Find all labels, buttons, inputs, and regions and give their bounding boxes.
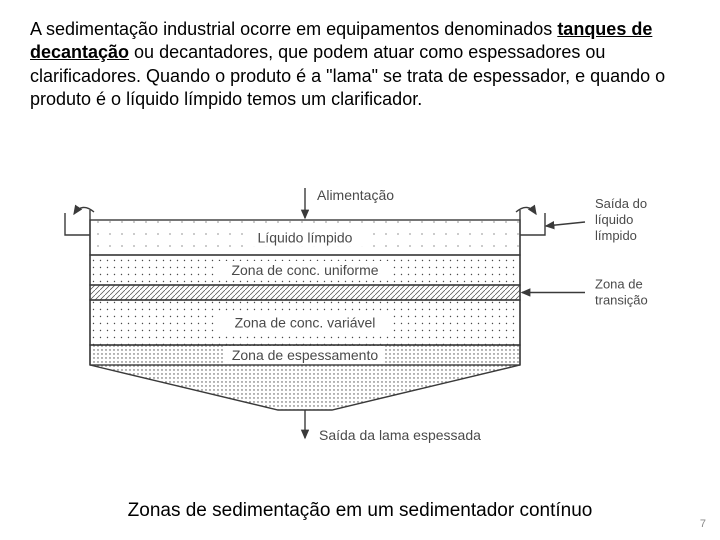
svg-text:límpido: límpido (595, 228, 637, 243)
page-number: 7 (700, 518, 706, 530)
svg-text:Zona de espessamento: Zona de espessamento (232, 347, 379, 363)
diagram-svg: Líquido límpido Zona de conc. uniforme Zon… (20, 180, 700, 460)
svg-text:Zona de conc. uniforme: Zona de conc. uniforme (231, 262, 378, 278)
svg-text:Alimentação: Alimentação (317, 187, 394, 203)
svg-text:Saída do: Saída do (595, 196, 647, 211)
svg-text:Líquido límpido: Líquido límpido (258, 229, 353, 245)
intro-paragraph: A sedimentação industrial ocorre em equi… (30, 18, 690, 112)
svg-text:Zona de conc. variável: Zona de conc. variável (235, 314, 376, 330)
sedimentation-diagram: Líquido límpido Zona de conc. uniforme Zon… (20, 180, 700, 460)
svg-text:Zona de: Zona de (595, 277, 643, 292)
svg-text:líquido: líquido (595, 212, 633, 227)
intro-seg1: A sedimentação industrial ocorre em equi… (30, 19, 557, 39)
svg-text:Saída da lama espessada: Saída da lama espessada (319, 427, 481, 443)
figure-caption: Zonas de sedimentação em um sedimentador… (0, 500, 720, 522)
svg-text:transição: transição (595, 293, 648, 308)
